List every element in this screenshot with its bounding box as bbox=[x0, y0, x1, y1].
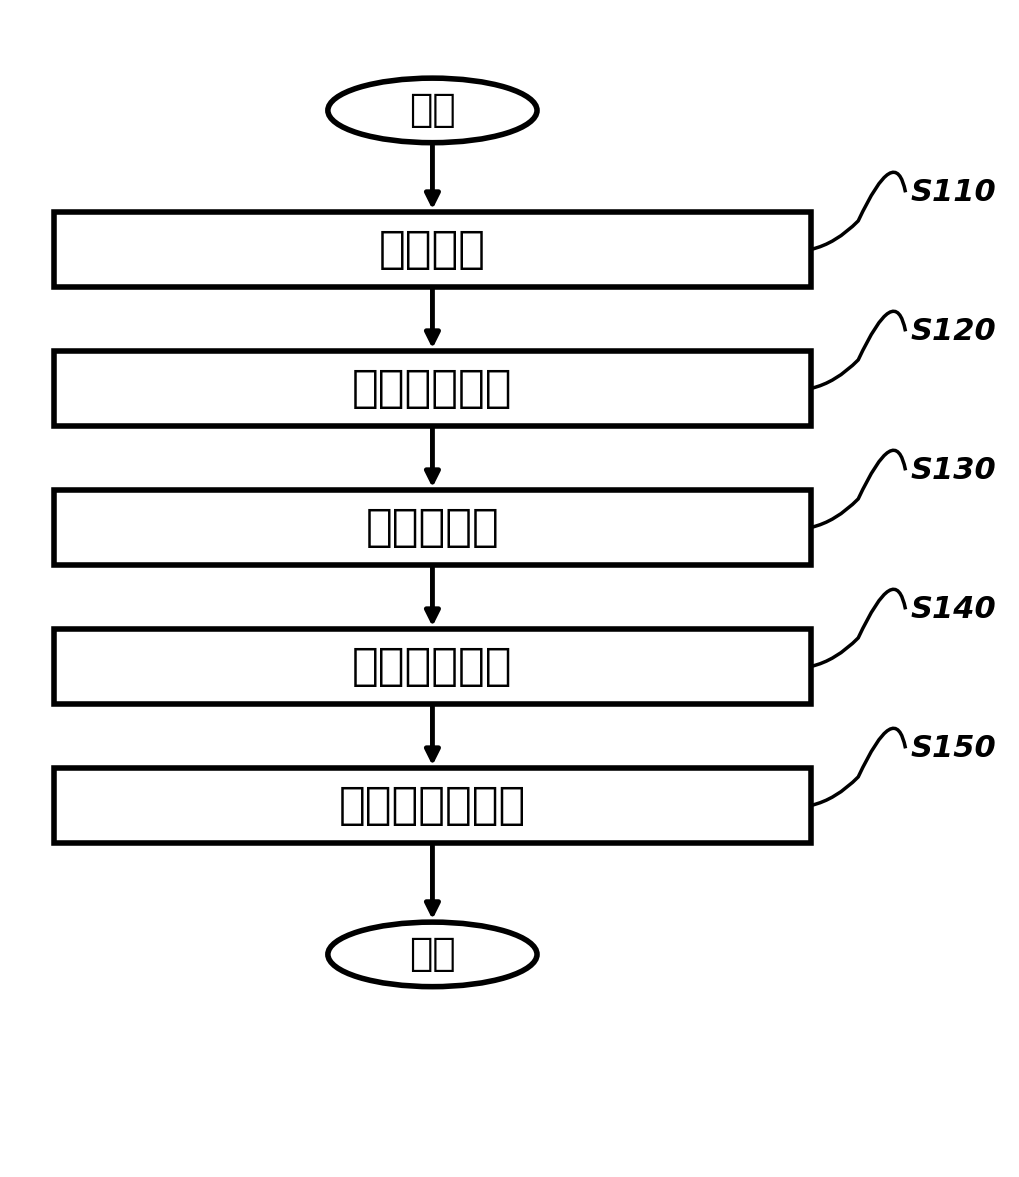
Text: S120: S120 bbox=[911, 317, 997, 346]
FancyBboxPatch shape bbox=[54, 351, 811, 426]
FancyBboxPatch shape bbox=[54, 490, 811, 565]
Ellipse shape bbox=[328, 78, 537, 142]
Text: 结束: 结束 bbox=[409, 936, 455, 973]
FancyBboxPatch shape bbox=[54, 769, 811, 843]
FancyBboxPatch shape bbox=[54, 630, 811, 704]
Text: S130: S130 bbox=[911, 455, 997, 485]
Text: 生成基准线: 生成基准线 bbox=[366, 506, 499, 548]
Text: S140: S140 bbox=[911, 594, 997, 624]
FancyBboxPatch shape bbox=[54, 212, 811, 287]
Text: S110: S110 bbox=[911, 178, 997, 207]
Text: 生成牙模: 生成牙模 bbox=[379, 228, 486, 271]
Text: 生成三维数据: 生成三维数据 bbox=[353, 645, 513, 687]
Text: 开始: 开始 bbox=[409, 92, 455, 129]
Text: S150: S150 bbox=[911, 734, 997, 763]
Ellipse shape bbox=[328, 922, 537, 986]
Text: 确定托槽位置: 确定托槽位置 bbox=[353, 367, 513, 410]
Text: 切削而制造方丝: 切削而制造方丝 bbox=[339, 784, 526, 827]
